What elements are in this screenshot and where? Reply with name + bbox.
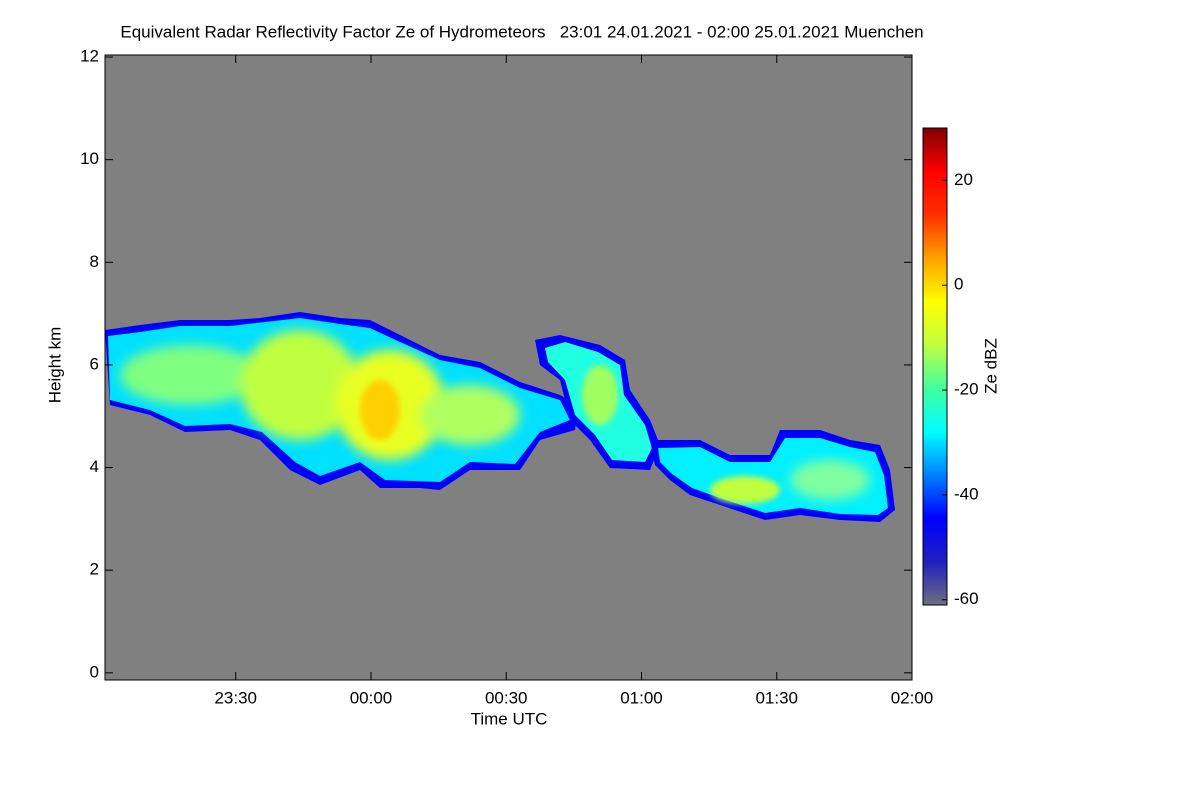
y-tick-label: 12 xyxy=(80,47,99,66)
colorbar-tick-label: 0 xyxy=(954,275,963,294)
echo-core xyxy=(360,380,400,440)
y-tick-label: 6 xyxy=(90,354,99,373)
x-tick-label: 00:30 xyxy=(485,688,528,707)
x-tick-label: 02:00 xyxy=(891,688,934,707)
echo-core xyxy=(790,460,870,500)
echo-core xyxy=(420,385,520,445)
plot-frame xyxy=(104,54,913,681)
x-tick-label: 23:30 xyxy=(214,688,257,707)
colorbar xyxy=(922,127,948,606)
chart-title: Equivalent Radar Reflectivity Factor Ze … xyxy=(120,22,923,41)
echo-core xyxy=(710,476,780,504)
x-tick-label: 00:00 xyxy=(350,688,393,707)
y-tick-label: 4 xyxy=(90,457,99,476)
y-tick-label: 10 xyxy=(80,149,99,168)
colorbar-tick-label: -40 xyxy=(954,484,979,503)
echo-core xyxy=(240,330,360,440)
colorbar-label: Ze dBZ xyxy=(981,338,1000,394)
colorbar-tick-label: -20 xyxy=(954,380,979,399)
colorbar-tick-label: -60 xyxy=(954,589,979,608)
x-tick-label: 01:30 xyxy=(755,688,798,707)
radar-echo xyxy=(105,312,895,522)
y-tick-label: 2 xyxy=(90,560,99,579)
y-tick-label: 0 xyxy=(90,662,99,681)
echo-core xyxy=(120,345,260,405)
y-tick-label: 8 xyxy=(90,252,99,271)
echo-core xyxy=(582,365,618,425)
x-tick-label: 01:00 xyxy=(620,688,663,707)
x-axis-label: Time UTC xyxy=(471,709,548,728)
y-axis-label: Height km xyxy=(45,327,64,404)
colorbar-tick-label: 20 xyxy=(954,170,973,189)
